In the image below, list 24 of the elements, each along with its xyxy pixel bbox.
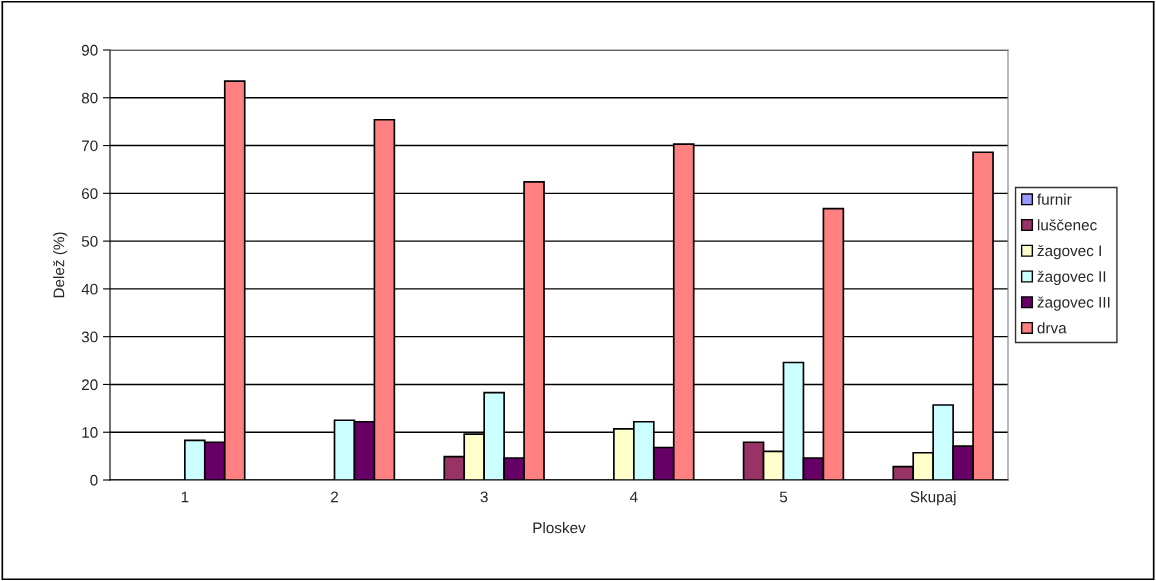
y-tick-label: 80 (81, 92, 98, 104)
legend-label: žagovec II (1037, 270, 1106, 285)
y-tick-label: 30 (81, 331, 98, 343)
y-tick-label: 50 (81, 235, 98, 247)
legend-label: žagovec III (1037, 296, 1110, 311)
legend-label: luščenec (1037, 219, 1097, 231)
y-axis-title: Delež (%) (53, 232, 68, 298)
x-tick-label: 1 (181, 491, 189, 503)
x-tick-label: Skupaj (910, 491, 956, 506)
y-tick-label: 40 (81, 283, 98, 295)
y-tick-label: 70 (81, 140, 98, 152)
legend-label: žagovec I (1037, 244, 1101, 260)
legend-label: drva (1037, 322, 1067, 334)
x-tick-label: 3 (480, 491, 488, 503)
x-tick-label: 4 (629, 491, 638, 503)
y-tick-label: 20 (81, 379, 98, 391)
y-tick-label: 90 (81, 44, 98, 56)
x-tick-label: 5 (779, 491, 788, 503)
y-tick-label: 0 (90, 474, 98, 486)
x-axis-title: Ploskev (533, 522, 586, 534)
y-tick-label: 60 (81, 188, 98, 200)
x-tick-label: 2 (331, 491, 338, 503)
y-tick-label: 10 (82, 427, 98, 438)
legend-label: furnir (1037, 193, 1072, 205)
